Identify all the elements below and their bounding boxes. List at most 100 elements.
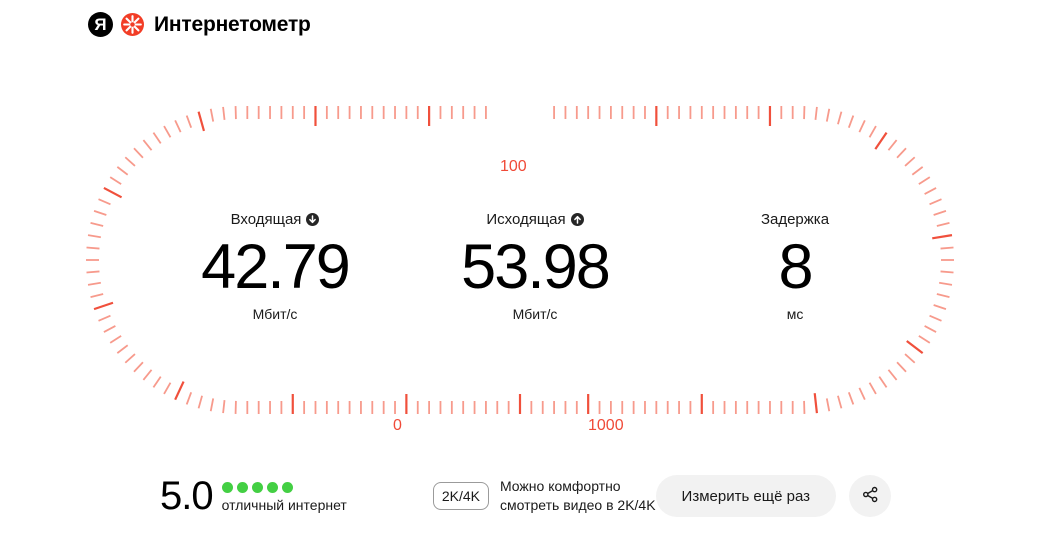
gauge-tick-minor [918,335,931,344]
gauge-tick-minor [940,246,954,250]
gauge-tick-minor [209,398,215,412]
gauge-tick-minor [814,106,818,120]
speed-gauge: 100 0 1000 [80,90,960,440]
internetometer-asterisk-icon [120,12,145,37]
footer-bar: 5.0 отличный интернет 2K/4K Можно комфор… [160,470,892,522]
gauge-tick-minor [185,391,193,405]
metric-latency-value: 8 [778,232,813,302]
metric-latency-label-row: Задержка [670,210,920,228]
gauge-tick-minor [152,132,162,144]
gauge-tick-minor [222,106,226,120]
gauge-tick-minor [887,139,898,151]
gauge-tick-minor [847,391,855,405]
gauge-tick-minor [825,108,831,122]
gauge-tick-minor [887,369,898,381]
gauge-tick-minor [87,234,101,239]
gauge-tick-minor [939,281,953,286]
gauge-tick-minor [940,270,954,274]
metric-upload-label-row: Исходящая [410,210,660,228]
gauge-tick-major [813,393,819,414]
gauge-tick-minor [858,119,866,133]
gauge-tick-minor [142,369,153,381]
quality-block: 2K/4K Можно комфортно смотреть видео в 2… [432,477,656,515]
gauge-tick-minor [896,361,907,373]
gauge-tick-minor [98,198,111,206]
rating-dot [221,481,233,493]
gauge-tick-minor [896,147,907,159]
gauge-tick-minor [197,395,203,409]
gauge-tick-minor [911,166,924,176]
gauge-tick-minor [174,119,182,133]
metric-upload: Исходящая 53.98 Мбит/с [410,210,660,323]
gauge-tick-minor [929,198,942,206]
metric-upload-value: 53.98 [461,232,611,302]
gauge-tick-minor [868,382,877,395]
gauge-tick-minor [86,246,100,250]
gauge-tick-major [197,111,206,132]
metric-download: Входящая 42.79 Мбит/с [150,210,400,323]
gauge-tick-minor [924,325,937,333]
app-header: Я Интернетометр [88,12,311,37]
metric-download-label: Входящая [230,210,302,228]
rating-dot [266,481,278,493]
metric-upload-label: Исходящая [486,210,566,228]
metric-upload-unit: Мбит/с [512,306,558,323]
share-button[interactable] [849,475,892,517]
rating-score: 5.0 [160,474,214,518]
gauge-tick-minor [918,176,931,185]
gauge-tick-minor [936,293,950,298]
gauge-tick-minor [185,115,193,129]
gauge-tick-minor [133,147,144,159]
rating-dot [281,481,293,493]
gauge-ticks [86,106,954,414]
gauge-tick-minor [103,325,116,333]
gauge-tick-minor [87,281,101,286]
gauge-tick-major [932,234,953,240]
metric-latency-unit: мс [786,306,804,323]
share-nodes-icon [861,485,880,507]
gauge-tick-minor [86,270,100,274]
rating-block: 5.0 отличный интернет [160,476,347,516]
gauge-tick-minor [847,115,855,129]
gauge-tick-minor [116,166,129,176]
rating-text: отличный интернет [221,496,347,513]
yandex-logo-icon: Я [88,12,113,37]
quality-description-line2: смотреть видео в 2K/4K [499,497,656,513]
gauge-tick-minor [222,400,226,414]
rating-dot [236,481,248,493]
yandex-logo-letter: Я [94,15,107,34]
gauge-tick-minor [124,156,136,167]
gauge-tick-major [906,340,924,354]
gauge-tick-minor [124,353,136,364]
gauge-tick-minor [109,335,122,344]
actions-group: Измерить ещё раз [655,475,892,517]
quality-description: Можно комфортно смотреть видео в 2K/4K [500,477,656,515]
rating-dot [251,481,263,493]
gauge-tick-minor [825,398,831,412]
remeasure-button[interactable]: Измерить ещё раз [655,475,837,517]
gauge-tick-minor [929,314,942,322]
gauge-tick-minor [936,222,950,227]
gauge-label-1000: 1000 [588,417,624,434]
metric-latency-label: Задержка [760,210,830,228]
gauge-tick-minor [209,108,215,122]
quality-description-line1: Можно комфортно [499,478,621,495]
gauge-tick-major [874,132,888,150]
gauge-tick-minor [109,176,122,185]
gauge-tick-minor [837,111,843,125]
gauge-tick-minor [152,376,162,388]
arrow-up-circle-icon [570,212,584,226]
gauge-tick-minor [904,156,916,167]
gauge-tick-minor [878,376,888,388]
gauge-tick-minor [93,210,107,216]
gauge-tick-minor [933,210,947,216]
metric-download-unit: Мбит/с [252,306,298,323]
gauge-tick-minor [858,387,866,401]
metric-download-value: 42.79 [201,232,351,302]
gauge-tick-minor [924,187,937,195]
rating-dots [221,481,347,493]
gauge-tick-minor [837,395,843,409]
gauge-tick-minor [133,361,144,373]
gauge-tick-minor [163,125,172,138]
gauge-tick-minor [163,382,172,395]
